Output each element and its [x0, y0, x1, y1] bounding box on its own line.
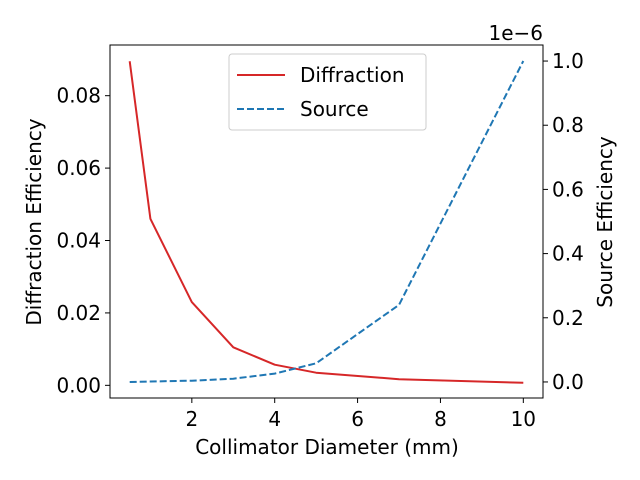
- legend-label-diffraction: Diffraction: [300, 63, 405, 87]
- x-tick-label: 2: [185, 407, 198, 431]
- legend-frame: [228, 53, 427, 131]
- x-tick-label: 8: [434, 407, 447, 431]
- x-tick-label: 10: [511, 407, 536, 431]
- x-tick-label: 6: [351, 407, 364, 431]
- right-y-axis-offset-label: 1e−6: [488, 21, 543, 45]
- series-line-diffraction: [128, 61, 524, 384]
- plot-area: [109, 44, 544, 399]
- x-tick-label: 4: [268, 407, 281, 431]
- plot-frame: [109, 44, 544, 399]
- right-y-tick-label: 0.6: [552, 177, 584, 201]
- x-axis: 2 4 6 8 10: [185, 398, 536, 431]
- left-y-tick-label: 0.04: [56, 229, 101, 253]
- right-y-tick-label: 0.8: [552, 113, 584, 137]
- right-y-tick-label: 1.0: [552, 49, 584, 73]
- series-line-source: [129, 60, 525, 383]
- right-y-tick-label: 0.0: [552, 370, 584, 394]
- left-y-axis: 0.00 0.02 0.04 0.06 0.08: [56, 84, 110, 397]
- right-y-tick-label: 0.2: [552, 306, 584, 330]
- left-y-tick-label: 0.08: [56, 84, 101, 108]
- left-y-tick-label: 0.02: [56, 301, 101, 325]
- right-y-axis: 0.0 0.2 0.4 0.6 0.8 1.0: [543, 49, 584, 394]
- right-y-tick-label: 0.4: [552, 242, 584, 266]
- left-y-tick-label: 0.00: [56, 373, 101, 397]
- legend: Diffraction Source: [228, 53, 427, 131]
- right-y-axis-label: Source Efficiency: [593, 136, 617, 308]
- left-y-axis-label: Diffraction Efficiency: [22, 118, 46, 325]
- legend-label-source: Source: [300, 97, 369, 121]
- left-y-tick-label: 0.06: [56, 156, 101, 180]
- x-axis-label: Collimator Diameter (mm): [195, 435, 459, 459]
